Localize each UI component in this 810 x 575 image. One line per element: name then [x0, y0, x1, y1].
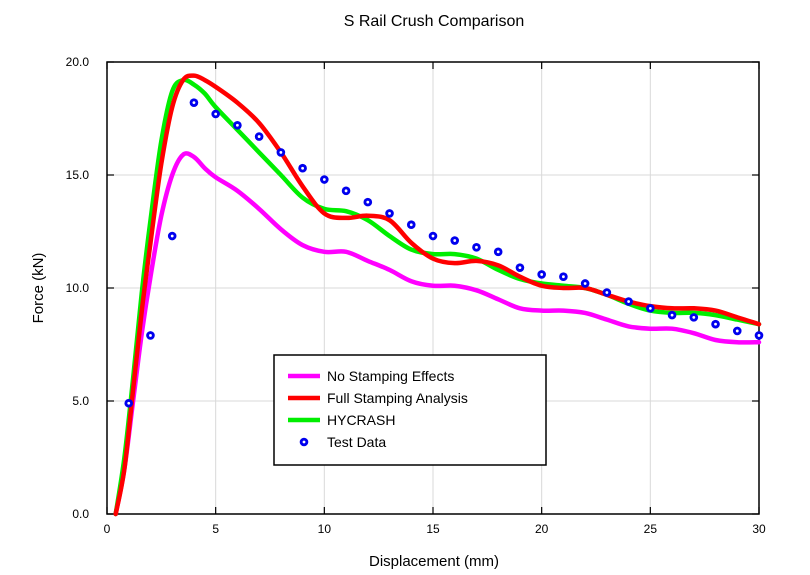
test-data-point: [189, 98, 199, 107]
test-data-point: [580, 279, 590, 288]
test-data-point: [341, 186, 351, 196]
x-tick-label: 20: [535, 522, 549, 536]
test-data-point: [363, 197, 373, 207]
legend: No Stamping Effects Full Stamping Analysi…: [273, 354, 547, 466]
test-data-point: [211, 109, 220, 119]
y-tick-label: 5.0: [72, 394, 89, 408]
test-data-point: [450, 236, 460, 245]
test-data-point: [711, 319, 720, 329]
legend-item: Full Stamping Analysis: [288, 390, 468, 406]
chart-title: S Rail Crush Comparison: [344, 13, 525, 30]
legend-label: Test Data: [327, 434, 386, 450]
test-data-point: [167, 231, 177, 241]
test-data-point: [472, 243, 481, 252]
legend-item: No Stamping Effects: [288, 368, 454, 384]
test-data-point: [515, 263, 525, 272]
x-tick-label: 0: [104, 522, 111, 536]
x-tick-label: 10: [318, 522, 332, 536]
x-tick-label: 25: [644, 522, 658, 536]
test-data-point: [754, 331, 764, 340]
test-data-point: [254, 132, 264, 141]
test-data-point: [428, 231, 438, 241]
test-data-point: [276, 148, 286, 157]
test-data-point: [124, 398, 134, 408]
y-tick-label: 15.0: [66, 168, 90, 182]
y-tick-label: 0.0: [72, 507, 89, 521]
test-data-point: [667, 310, 677, 320]
test-data-point: [689, 313, 699, 322]
legend-label: No Stamping Effects: [327, 368, 454, 384]
legend-item: HYCRASH: [288, 412, 395, 428]
y-tick-label: 20.0: [66, 55, 90, 69]
test-data-point: [233, 120, 242, 130]
y-axis-label: Force (kN): [30, 253, 47, 324]
x-tick-label: 15: [426, 522, 440, 536]
test-data-point: [406, 220, 416, 230]
test-data-point: [559, 272, 568, 282]
axis-ticks: 0 5 10 15 20 25 30 0.0 5.0 10.0 15.0 20.0: [66, 55, 766, 536]
test-data-point: [320, 175, 329, 184]
x-tick-label: 30: [752, 522, 766, 536]
test-data-point: [537, 270, 546, 279]
test-data-point: [646, 304, 655, 313]
test-data-point: [493, 247, 503, 257]
test-data-point: [298, 163, 307, 173]
test-data-point: [732, 326, 742, 336]
y-tick-label: 10.0: [66, 281, 90, 295]
legend-label: HYCRASH: [327, 412, 395, 428]
legend-label: Full Stamping Analysis: [327, 390, 468, 406]
x-axis-label: Displacement (mm): [369, 553, 499, 570]
test-data-point: [385, 209, 394, 218]
test-data-point: [602, 288, 612, 297]
legend-item: Test Data: [299, 434, 386, 450]
test-data-point: [146, 331, 155, 340]
test-data-point: [624, 297, 633, 306]
series-line-no-stamping-effects: [113, 151, 762, 517]
legend-box: [273, 354, 547, 466]
plot-area: [113, 73, 764, 517]
x-tick-label: 5: [212, 522, 219, 536]
